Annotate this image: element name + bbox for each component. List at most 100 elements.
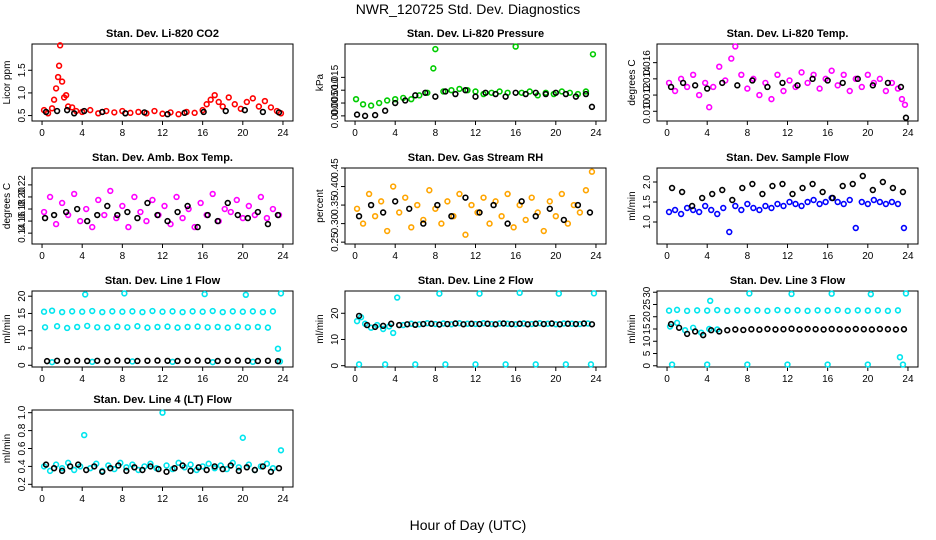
data-point-series-1: [819, 188, 826, 196]
data-point-series-0: [367, 102, 375, 109]
data-point-series-1: [897, 83, 905, 91]
y-tick-label: 0.014: [642, 66, 653, 91]
data-point-series-0: [257, 193, 265, 201]
data-point-series-0: [78, 308, 86, 315]
data-point-series-0: [134, 323, 141, 330]
data-point-series-0: [204, 324, 211, 331]
data-point-series-1: [420, 320, 427, 328]
plot-frame: [656, 167, 919, 245]
x-tick-label: 4: [704, 128, 710, 139]
data-point-series-1: [582, 90, 590, 98]
data-point-series-0: [705, 104, 713, 111]
data-point-series-1: [675, 324, 683, 331]
data-point-series-1: [859, 172, 866, 180]
x-tick-label: 24: [590, 374, 602, 385]
data-point-series-1: [379, 322, 387, 330]
data-point-series-1: [734, 82, 741, 89]
data-point-series-0: [107, 187, 114, 195]
data-point-series-1: [448, 212, 455, 220]
data-point-series-0: [189, 308, 196, 315]
data-point-series-1: [244, 214, 252, 222]
y-tick-label: 0.40: [330, 176, 341, 196]
data-point-series-1: [66, 463, 74, 470]
data-point-series-0: [476, 290, 483, 297]
data-point-series-0: [68, 104, 76, 111]
data-point-series-0: [211, 91, 218, 99]
data-point-series-0: [444, 198, 451, 205]
data-point-series-0: [896, 353, 904, 361]
data-point-series-0: [442, 361, 449, 368]
data-point-series-1: [381, 107, 389, 114]
data-point-series-1: [542, 90, 549, 98]
data-point-series-0: [94, 324, 101, 331]
data-point-series-1: [184, 357, 191, 364]
data-point-series-1: [484, 320, 491, 327]
data-point-series-1: [114, 211, 121, 219]
data-point-series-1: [468, 320, 475, 327]
data-point-series-0: [804, 198, 811, 206]
data-point-series-1: [902, 114, 910, 121]
data-point-series-0: [269, 308, 277, 315]
data-point-series-0: [365, 190, 373, 198]
data-point-series-1: [422, 89, 429, 96]
y-tick-label: 30: [642, 286, 653, 298]
y-tick-label: 0.010: [330, 77, 341, 102]
data-point-series-0: [768, 95, 775, 103]
data-point-series-1: [854, 75, 861, 83]
data-point-series-1: [139, 466, 146, 474]
data-point-series-1: [91, 463, 98, 470]
data-point-series-0: [243, 98, 251, 106]
data-point-series-1: [379, 209, 387, 216]
data-point-series-1: [432, 93, 439, 100]
data-point-series-0: [381, 361, 389, 368]
data-point-series-0: [858, 83, 865, 91]
y-tick-label: 10: [330, 333, 341, 345]
data-point-series-0: [89, 358, 96, 366]
data-point-series-0: [159, 110, 166, 117]
data-point-series-1: [759, 190, 766, 198]
data-point-series-1: [53, 107, 61, 115]
data-point-series-0: [76, 217, 84, 225]
data-point-series-0: [894, 307, 902, 314]
data-point-series-1: [729, 196, 736, 204]
data-point-series-1: [50, 211, 58, 219]
page-title: NWR_120725 Std. Dev. Diagnostics: [355, 1, 581, 17]
data-point-series-0: [191, 109, 198, 117]
data-point-series-0: [54, 73, 62, 81]
data-point-series-0: [353, 317, 361, 325]
data-point-series-1: [200, 108, 207, 116]
data-point-series-1: [194, 223, 201, 231]
data-point-series-1: [104, 357, 111, 365]
y-tick-label: 10: [17, 325, 28, 337]
data-point-series-1: [73, 205, 81, 213]
data-point-series-1: [412, 321, 419, 329]
data-point-series-0: [113, 214, 120, 222]
data-point-series-0: [233, 196, 240, 204]
x-tick-label: 12: [157, 251, 169, 262]
data-point-series-0: [371, 212, 379, 220]
data-point-series-1: [452, 320, 459, 327]
data-point-series-0: [379, 325, 387, 333]
data-point-series-0: [46, 193, 54, 201]
x-tick-label: 0: [352, 374, 358, 385]
data-point-series-0: [95, 196, 102, 204]
data-point-series-0: [89, 307, 96, 315]
data-point-series-0: [261, 97, 269, 105]
data-point-series-0: [824, 307, 831, 314]
data-point-series-1: [114, 357, 121, 364]
data-point-series-0: [159, 409, 166, 416]
data-point-series-0: [894, 200, 902, 208]
data-point-series-0: [780, 87, 787, 95]
y-tick-label: 0: [330, 362, 341, 368]
data-point-series-0: [794, 307, 801, 314]
data-point-series-1: [181, 109, 188, 117]
data-point-series-0: [732, 43, 739, 50]
data-point-series-1: [442, 88, 449, 95]
data-point-series-0: [224, 324, 231, 331]
data-point-series-0: [89, 223, 96, 231]
data-point-series-0: [420, 216, 427, 224]
y-tick-label: 0.25: [330, 232, 341, 252]
data-point-series-1: [144, 357, 151, 364]
y-tick-label: 0.4: [17, 459, 28, 473]
data-point-series-1: [174, 357, 181, 365]
